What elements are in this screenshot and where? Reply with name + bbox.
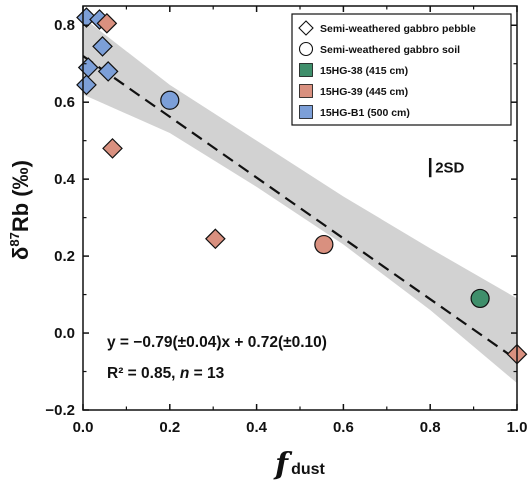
legend: Semi-weathered gabbro pebble Semi-weather… (291, 13, 512, 126)
y-axis-title: δ87Rb (‰) (7, 160, 33, 260)
data-point-circle (470, 288, 490, 309)
legend-marker-square (299, 63, 313, 77)
data-point-diamond (92, 36, 113, 57)
data-point-circle (160, 90, 180, 110)
error-bar-label: 2SD (435, 160, 464, 177)
legend-label: Semi-weathered gabbro soil (320, 44, 460, 56)
y-tick-label: 0.8 (54, 17, 75, 34)
x-tick-label: 1.0 (507, 419, 528, 436)
x-axis-title: f dust (273, 447, 325, 481)
legend-marker-square (299, 84, 313, 98)
data-point-diamond (102, 138, 123, 159)
legend-label: 15HG-38 (415 cm) (320, 65, 408, 77)
regression-equation: y = −0.79(±0.04)x + 0.72(±0.10) (107, 334, 327, 351)
y-tick-label: 0.2 (54, 248, 75, 265)
regression-line-layer (83, 55, 517, 361)
data-point-diamond (205, 228, 226, 250)
y-tick-label: −0.2 (45, 402, 75, 419)
x-tick-label: 0.4 (246, 419, 268, 436)
y-tick-label: 0.6 (54, 94, 75, 111)
y-tick-label: 0.0 (54, 325, 75, 342)
confidence-band-layer (83, 17, 517, 384)
error-bar-layer: 2SD (428, 157, 465, 178)
data-point-diamond (76, 7, 97, 28)
legend-marker-square (299, 105, 313, 119)
x-tick-label: 0.2 (159, 419, 180, 436)
legend-box (291, 13, 512, 126)
regression-line (83, 55, 517, 361)
data-point-diamond (97, 61, 119, 82)
confidence-band (83, 17, 517, 384)
x-tick-label: 0.8 (420, 419, 441, 436)
x-tick-label: 0.6 (333, 419, 354, 436)
data-point-diamond (76, 74, 97, 96)
x-tick-label: 0.0 (73, 419, 94, 436)
r-squared-text: R² = 0.85, n = 13 (107, 365, 225, 382)
axes: 0.0 0.2 0.4 0.6 0.8 1.0−0.20.00.20.40.60.8 (45, 5, 528, 436)
legend-label: Semi-weathered gabbro pebble (320, 23, 476, 35)
y-tick-label: 0.4 (54, 171, 76, 188)
legend-label: 15HG-39 (445 cm) (320, 86, 408, 98)
legend-marker-diamond (298, 20, 314, 36)
data-point-diamond (96, 12, 118, 34)
legend-marker-circle (298, 41, 314, 57)
data-point-circle (314, 234, 334, 255)
legend-label: 15HG-B1 (500 cm) (320, 107, 410, 119)
